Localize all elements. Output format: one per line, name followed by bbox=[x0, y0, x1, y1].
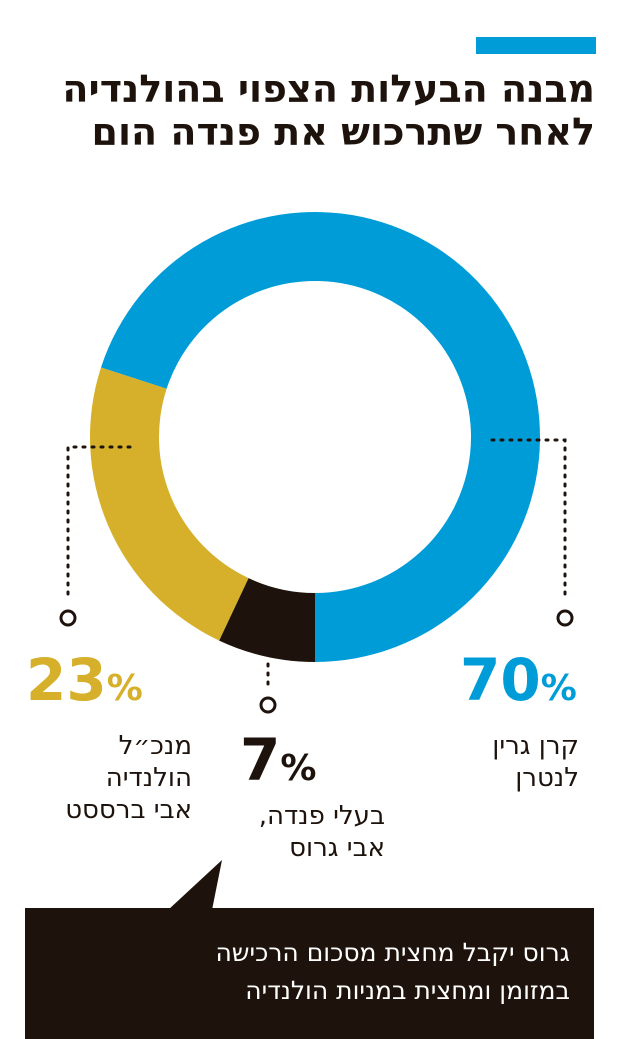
donut-slice-blue bbox=[101, 212, 541, 662]
slice-label-black: בעלי פנדה, אבי גרוס bbox=[258, 801, 385, 863]
accent-bar bbox=[476, 37, 596, 54]
donut-slice-gold bbox=[90, 367, 249, 641]
slice-value-black: 7% bbox=[240, 726, 317, 794]
slice-value-blue: 70% bbox=[460, 646, 577, 714]
donut-slice-black bbox=[219, 578, 315, 662]
leader-line-gold bbox=[66, 445, 132, 602]
leader-line-blue bbox=[490, 438, 567, 602]
leader-dot-black bbox=[259, 696, 277, 714]
callout-text: גרוס יקבל מחצית מסכום הרכישה במזומן ומחצי… bbox=[215, 938, 570, 1005]
slice-value-gold: 23% bbox=[26, 646, 143, 714]
callout-box: גרוס יקבל מחצית מסכום הרכישה במזומן ומחצי… bbox=[25, 908, 594, 1039]
slice-label-blue: קרן גרין לנטרן bbox=[492, 731, 579, 793]
chart-title: מבנה הבעלות הצפוי בהולנדיה לאחר שתרכוש א… bbox=[62, 67, 595, 154]
callout-pointer bbox=[168, 860, 222, 910]
slice-label-gold: מנכ״ל הולנדיה אבי ברססט bbox=[65, 731, 192, 825]
leader-dot-gold bbox=[59, 609, 77, 627]
leader-dot-blue bbox=[556, 609, 574, 627]
